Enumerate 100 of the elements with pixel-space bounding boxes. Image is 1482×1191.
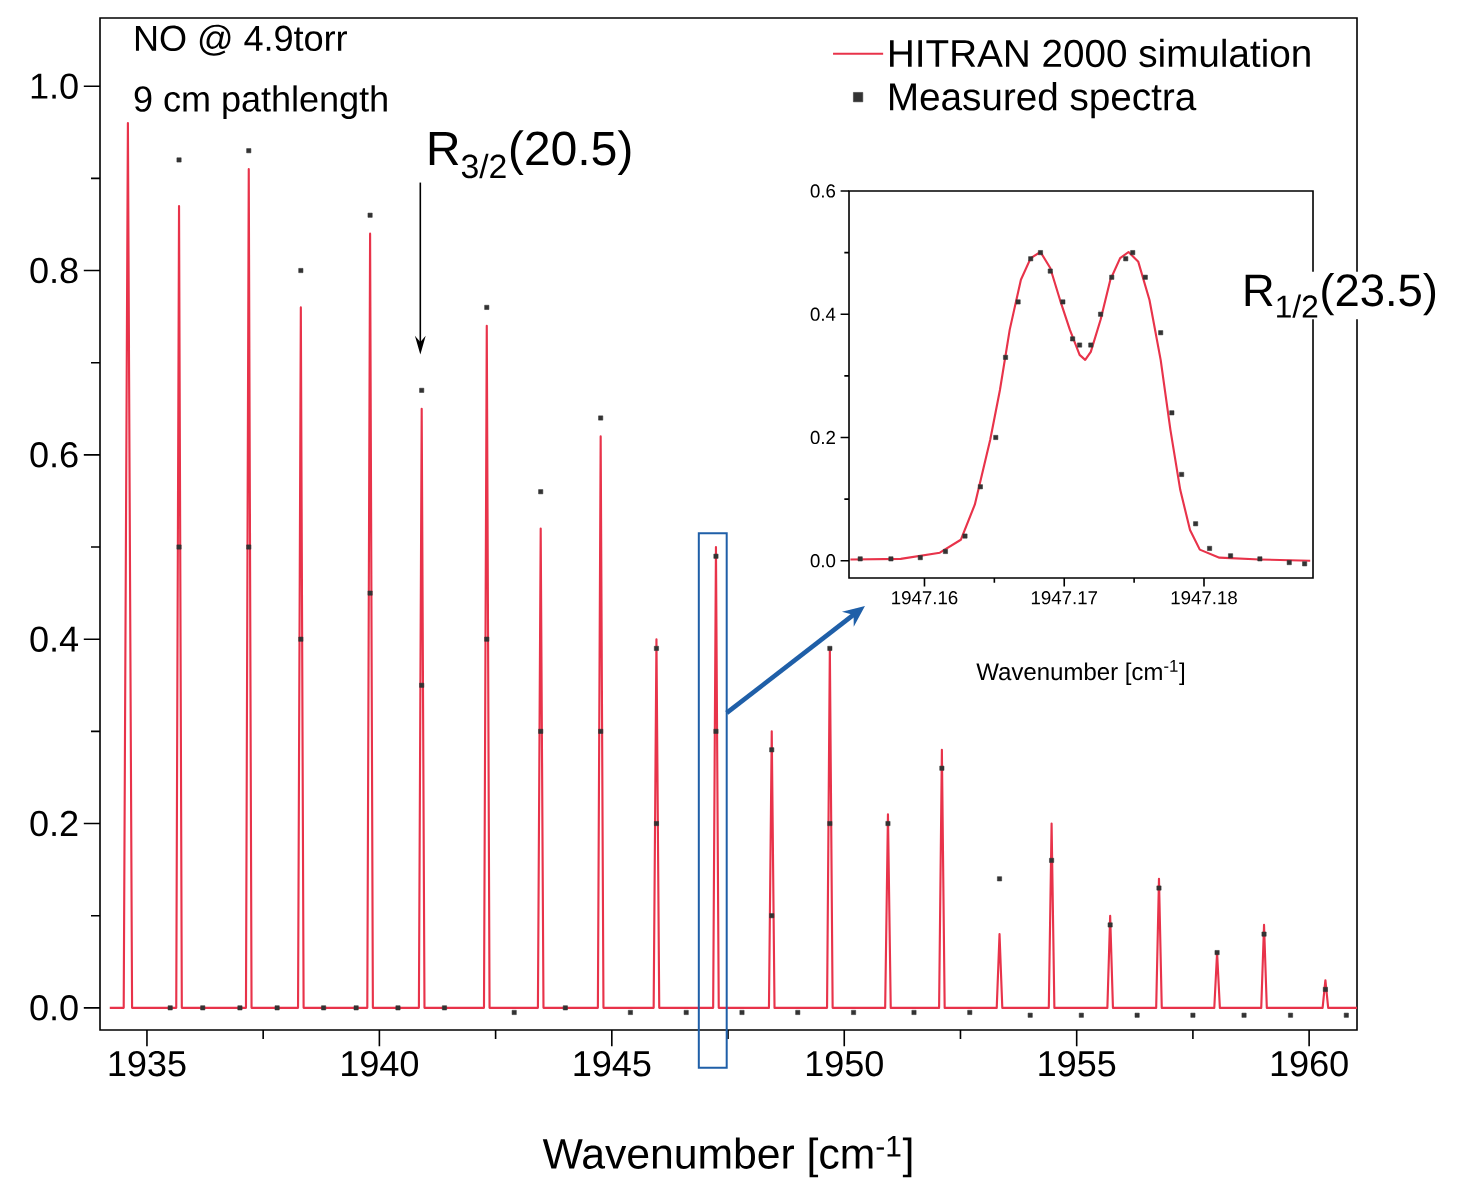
point [1288,1012,1293,1018]
point [993,435,999,440]
point [538,489,544,495]
point [851,1010,856,1015]
y-tick-label: 0.6 [30,442,78,468]
point [769,747,775,753]
point [977,484,983,490]
point [1214,950,1220,955]
point [857,556,863,562]
point [353,1005,359,1011]
y-tick-label: 1.0 [31,73,78,99]
point [200,1005,206,1011]
point [1156,885,1162,891]
point [176,157,182,163]
y-tick-label: 0.4 [810,307,836,321]
point [176,544,182,550]
point [1134,1012,1140,1018]
point [246,148,252,154]
legend-label: HITRAN 2000 simulation [890,38,1310,68]
point [1027,1012,1033,1018]
point [1158,330,1164,336]
point [654,821,659,826]
point [997,876,1002,882]
point [1077,342,1083,348]
point [1207,546,1212,551]
point [888,556,894,562]
y-tick-label: 0.6 [810,184,836,198]
point [1098,311,1103,317]
point [419,387,425,393]
point [538,728,544,734]
y-tick-label: 0.4 [30,626,79,652]
point [246,544,252,550]
point [1322,987,1328,992]
point [484,304,490,310]
point [967,1010,973,1015]
point [1169,410,1175,416]
point [739,1010,745,1015]
point [1302,561,1308,567]
point [713,728,719,734]
point [598,728,604,734]
x-tick-label: 1950 [806,1050,883,1077]
point [827,821,833,826]
point [1107,922,1113,928]
point [1130,250,1136,256]
point [628,1010,633,1015]
point [167,1005,173,1011]
x-axis-title: Wavenumber [cm$^{-1}$] [976,660,1185,685]
x-axis-title: Wavenumber [cm$^{-1}$] [542,1135,912,1178]
point [1142,274,1148,280]
point [367,212,373,218]
point [562,1005,568,1011]
x-tick-label: 1947.16 [892,591,958,605]
x-tick-label: 1940 [342,1050,419,1077]
point [298,268,304,273]
point [1109,274,1115,280]
point [484,636,490,642]
point [683,1010,689,1015]
point [237,1005,243,1011]
annotation: NO @ 4.9torr [135,24,347,56]
x-tick-label: 1947.17 [1031,591,1098,605]
point [962,533,968,539]
legend-label: Measured spectra [890,82,1197,119]
point [1088,342,1094,348]
point [943,549,948,554]
point [1193,521,1199,527]
y-tick-label: 0.2 [810,430,835,445]
point [911,1010,917,1015]
y-tick-label: 0.8 [30,257,78,284]
point [1038,250,1043,256]
point [419,682,425,688]
point [1343,1012,1349,1018]
x-tick-label: 1955 [1039,1050,1116,1077]
y-tick-label: 0.0 [810,554,836,568]
point [1228,553,1233,559]
point [1190,1012,1196,1018]
point [1060,299,1066,305]
point [917,555,923,561]
x-tick-label: 1947.18 [1171,591,1237,605]
point [1179,472,1185,477]
point [1047,268,1053,274]
point [1257,556,1263,562]
point [654,646,659,651]
point [1123,256,1129,262]
point [795,1010,801,1015]
point [769,913,775,919]
point [1078,1012,1084,1018]
point [939,765,945,771]
point [598,415,604,421]
point [367,590,373,596]
point [1003,354,1008,360]
point [321,1005,327,1011]
point [1028,256,1034,262]
point [511,1010,517,1015]
point [827,646,833,651]
point [298,636,304,642]
point [274,1005,280,1011]
annotation: 9 cm pathlength [134,85,387,119]
point [1241,1012,1247,1018]
y-tick-label: 0.2 [30,810,78,837]
point [1015,299,1021,305]
